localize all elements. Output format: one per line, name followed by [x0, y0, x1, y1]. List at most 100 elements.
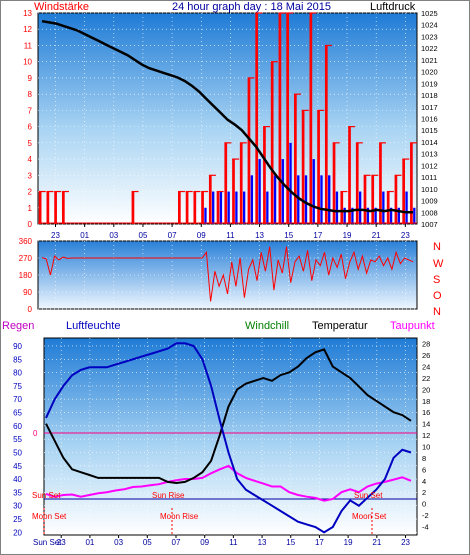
x-tick-label: 17	[313, 231, 322, 240]
x-tick-label: 17	[315, 538, 324, 547]
x-tick-label: 05	[143, 538, 152, 547]
wind-gust-bar	[224, 142, 228, 224]
wind-gust-bar	[193, 191, 197, 224]
compass-w: W	[433, 258, 444, 270]
wind-tick-label: 12	[23, 25, 32, 34]
wind-tick-label: 4	[28, 155, 33, 164]
sun-rise: Sun Rise	[152, 491, 185, 500]
chart-title: 24 hour graph day : 18 Mai 2015	[172, 1, 331, 13]
legend-luftfeuchte: Luftfeuchte	[66, 320, 120, 332]
wind-average-bar	[212, 191, 215, 224]
x-tick-label: 23	[51, 231, 60, 240]
wind-tick-label: 5	[28, 139, 33, 148]
wind-direction-panel: 0 90 180 270 360 N W S O N	[19, 237, 444, 318]
x-tick-label: 07	[172, 538, 181, 547]
wind-average-bar	[328, 175, 331, 224]
pressure-tick-label: 1024	[421, 21, 438, 30]
wind-tick-label: 7	[28, 106, 33, 115]
wind-gust-bar	[46, 191, 50, 224]
x-tick-label: 23	[401, 231, 410, 240]
sun-set-axis-label: Sun Set	[33, 538, 62, 547]
wind-average-bar	[242, 191, 246, 224]
sun-set-2: Sun Set	[354, 491, 383, 500]
moon-set-1: Moon Set	[32, 512, 67, 521]
wind-gust-bar	[371, 175, 375, 224]
wind-average-bar	[250, 175, 254, 224]
humidity-tick-label: 90	[13, 342, 22, 351]
wind-tick-label: 10	[23, 58, 32, 67]
compass-n-bottom: N	[433, 306, 441, 318]
wind-gust-bar	[286, 13, 289, 224]
wind-average-bar	[351, 207, 354, 224]
wind-average-bar	[389, 207, 393, 224]
humidity-tick-label: 40	[13, 475, 22, 484]
luftdruck-label: Luftdruck	[370, 1, 416, 13]
pressure-right-axis: 1007 1008 1009 1010 1011 1012 1013 1014 1015 1016…	[421, 9, 438, 229]
wind-pressure-plot-area	[37, 12, 418, 225]
wind-gust-bar	[239, 142, 243, 224]
wind-average-bar	[289, 142, 292, 224]
dewpoint-line	[45, 464, 412, 502]
wind-gust-bar	[340, 191, 344, 224]
x-tick-label: 07	[168, 231, 177, 240]
wind-gust-bar	[402, 159, 406, 224]
direction-tick-label: 0	[28, 305, 33, 314]
humidity-x-axis: 23 01 03 05 07 09 11 13 15 17 19 21 23	[57, 535, 411, 547]
x-tick-label: 01	[80, 231, 89, 240]
pressure-tick-label: 1007	[421, 220, 438, 229]
moon-rise: Moon Rise	[160, 512, 199, 521]
pressure-tick-label: 1023	[421, 32, 438, 41]
wind-tick-label: 11	[24, 41, 33, 50]
temperature-tick-label: 26	[422, 351, 430, 360]
wind-gust-bar	[247, 77, 251, 224]
pressure-tick-label: 1021	[421, 56, 438, 65]
wind-tick-label: 1	[28, 204, 33, 213]
temperature-tick-label: 0	[422, 500, 426, 509]
x-tick-label: 19	[344, 538, 353, 547]
windstaerke-label: Windstärke	[34, 1, 89, 13]
humidity-tick-label: 35	[13, 488, 22, 497]
wind-gust-bar	[131, 191, 135, 224]
wind-average-bar	[374, 207, 377, 224]
wind-tick-label: 0	[28, 220, 33, 229]
wind-average-bar	[397, 207, 400, 224]
wind-gust-bar	[294, 94, 297, 225]
wind-average-bar	[258, 159, 261, 224]
x-tick-label: 23	[401, 538, 410, 547]
x-tick-label: 11	[226, 231, 235, 240]
compass-s: S	[433, 274, 440, 286]
temperature-tick-label: 10	[422, 442, 430, 451]
wind-average-bar	[219, 191, 223, 224]
humidity-tick-label: 65	[13, 409, 22, 418]
wind-average-bar	[304, 175, 308, 224]
x-tick-label: 21	[372, 231, 381, 240]
temperature-tick-label: 6	[422, 465, 426, 474]
temperature-line	[45, 348, 412, 485]
x-tick-label: 19	[343, 231, 352, 240]
wind-tick-label: 13	[23, 9, 32, 18]
wind-gust-bar	[216, 191, 220, 224]
wind-average-bar	[320, 175, 323, 224]
wind-gust-bar	[54, 191, 57, 224]
wind-gust-bar	[317, 110, 320, 224]
humidity-tick-label: 80	[13, 369, 22, 378]
direction-grid	[38, 240, 417, 310]
wind-average-bar	[413, 207, 416, 224]
sun-set-1: Sun Set	[32, 491, 61, 500]
x-tick-label: 09	[197, 231, 206, 240]
pressure-tick-label: 1022	[421, 44, 438, 53]
x-tick-label: 09	[200, 538, 209, 547]
pressure-tick-label: 1018	[421, 91, 438, 100]
x-tick-label: 03	[114, 538, 123, 547]
pressure-tick-label: 1025	[421, 9, 438, 18]
x-tick-label: 21	[372, 538, 381, 547]
pressure-tick-label: 1010	[421, 185, 438, 194]
pressure-tick-label: 1019	[421, 79, 438, 88]
wind-average-bar	[281, 159, 284, 224]
humidity-tick-label: 25	[13, 515, 22, 524]
wind-average-bar	[343, 207, 346, 224]
temperature-tick-label: 14	[422, 420, 430, 429]
